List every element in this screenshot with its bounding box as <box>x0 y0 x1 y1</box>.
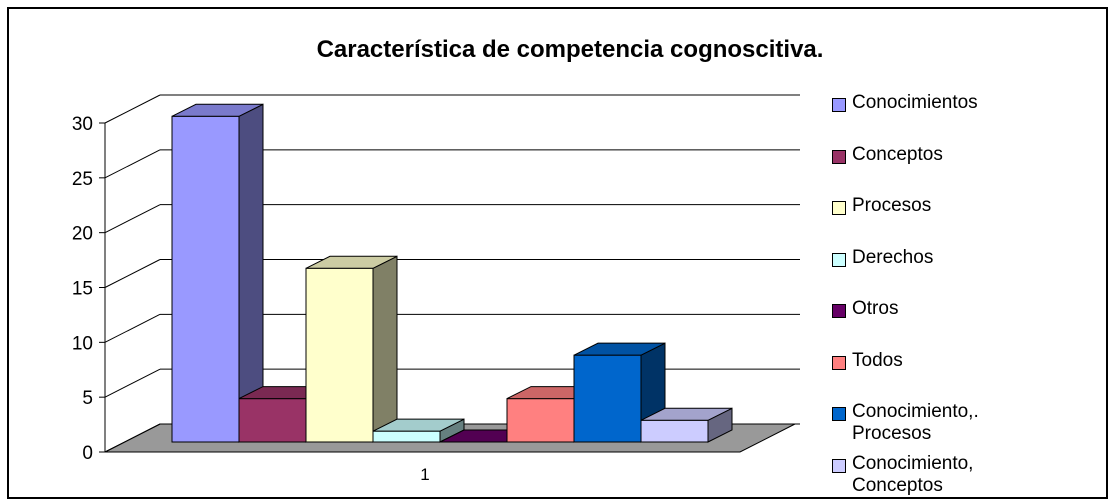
bar-front <box>171 115 240 443</box>
grid-depth <box>104 423 161 453</box>
y-tick-label: 15 <box>72 279 93 300</box>
bar <box>640 407 733 443</box>
legend-swatch <box>832 149 846 164</box>
bar <box>372 418 465 443</box>
bar-top <box>640 407 733 421</box>
y-tick-label: 30 <box>72 114 93 135</box>
y-tick-label: 0 <box>82 443 93 464</box>
legend-swatch <box>832 252 846 267</box>
bar-front <box>506 398 575 443</box>
legend-swatch <box>832 201 846 215</box>
bar-top <box>171 103 264 117</box>
y-tick-label: 25 <box>72 169 93 190</box>
bar <box>171 103 264 443</box>
legend-swatch <box>832 458 846 473</box>
grid-depth <box>104 204 161 234</box>
chart-title: Característica de competencia cognosciti… <box>317 36 824 63</box>
y-tick-label: 10 <box>72 333 93 354</box>
legend-label: Otros <box>852 298 899 319</box>
bar <box>305 255 398 443</box>
legend-swatch <box>832 98 846 112</box>
bar-top <box>305 255 398 269</box>
legend-swatch <box>832 304 846 318</box>
grid-depth <box>104 313 161 343</box>
bar-front <box>238 398 307 443</box>
grid-depth <box>104 149 161 179</box>
legend-swatch <box>832 407 846 421</box>
legend-label: Conceptos <box>852 143 943 165</box>
legend-label: Procesos <box>852 195 932 216</box>
legend-label: Todos <box>852 349 903 371</box>
y-tick-label: 5 <box>82 388 93 409</box>
legend-label: Derechos <box>852 246 934 268</box>
legend-label: Conocimiento, Conceptos <box>852 452 974 496</box>
grid-depth <box>104 259 161 288</box>
y-tick-label: 20 <box>72 224 93 245</box>
legend-label: Conocimiento,. Procesos <box>852 401 979 444</box>
bar-top <box>573 342 666 356</box>
bar-top <box>372 418 465 432</box>
x-tick-label: 1 <box>420 465 429 484</box>
bar-front <box>640 419 709 443</box>
bar-side <box>372 255 398 443</box>
bar-front <box>573 354 642 443</box>
bar-front <box>372 430 441 443</box>
legend-label: Conocimientos <box>852 92 978 113</box>
legend-swatch <box>832 355 846 370</box>
grid-depth <box>104 94 161 124</box>
grid-depth <box>104 368 161 398</box>
bar-front <box>305 267 374 443</box>
